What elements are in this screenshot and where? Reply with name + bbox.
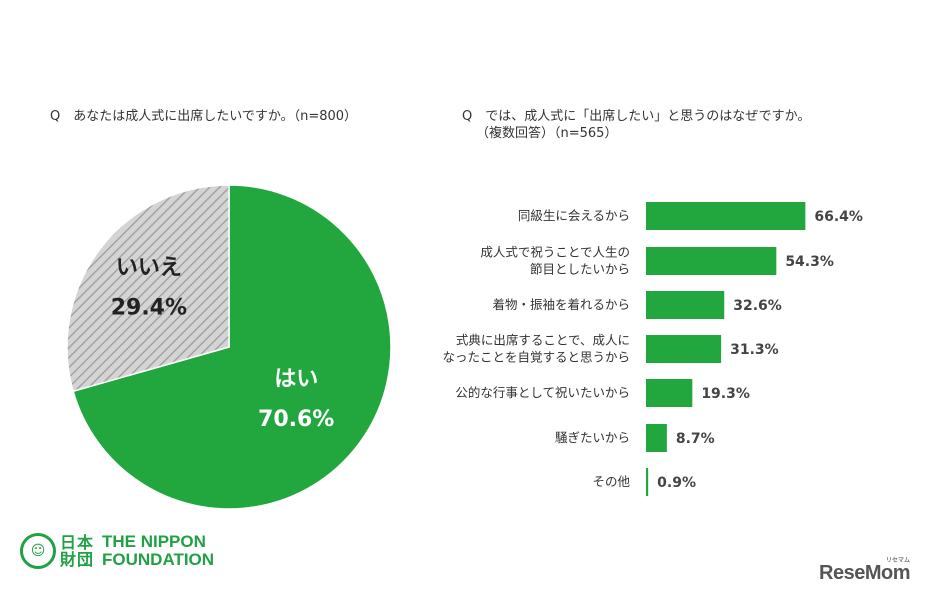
- pie-value-no: 29.4%: [111, 295, 187, 320]
- bar-category-label-1-0: 成人式で祝うことで人生の: [480, 245, 630, 260]
- foundation-english-1: THE NIPPON: [102, 533, 214, 551]
- foundation-mark-icon: ☺: [20, 533, 56, 569]
- pie-value-yes: 70.6%: [258, 407, 334, 432]
- resemom-kana: リセマム: [886, 555, 910, 564]
- bar-category-label-1-1: 節目としたいから: [530, 262, 630, 277]
- bar-value-label-1: 54.3%: [785, 254, 834, 270]
- bar-category-label-6: その他: [592, 474, 630, 489]
- bar-1: [646, 247, 776, 275]
- bar-value-label-2: 32.6%: [733, 298, 782, 314]
- bar-category-label-3-0: 式典に出席することで、成人に: [456, 333, 630, 348]
- bar-4: [646, 379, 692, 407]
- bar-category-label-5: 騒ぎたいから: [555, 430, 630, 445]
- bar-category-label-4: 公的な行事として祝いたいから: [455, 385, 630, 400]
- bar-value-label-6: 0.9%: [657, 475, 696, 491]
- foundation-english-2: FOUNDATION: [102, 551, 214, 569]
- bar-category-label-2: 着物・振袖を着れるから: [492, 297, 630, 312]
- bar-0: [646, 202, 805, 230]
- resemom-logo: ReseMom リセマム: [819, 562, 910, 585]
- pie-label-yes: はい: [274, 367, 318, 392]
- bar-value-label-4: 19.3%: [701, 386, 750, 402]
- resemom-text: ReseMom: [819, 562, 910, 584]
- bar-category-label-3-1: なったことを自覚すると思うから: [442, 350, 630, 365]
- pie-chart: はい 70.6% いいえ 29.4%: [67, 185, 391, 509]
- bar-value-label-0: 66.4%: [814, 209, 863, 225]
- bar-5: [646, 424, 667, 452]
- bar-3: [646, 335, 721, 363]
- bar-2: [646, 291, 724, 319]
- bar-category-label-0: 同級生に会えるから: [518, 208, 630, 223]
- foundation-kanji: 日本財団: [60, 534, 96, 568]
- bar-6: [646, 468, 648, 496]
- bar-value-label-3: 31.3%: [730, 342, 779, 358]
- foundation-english: THE NIPPON FOUNDATION: [102, 533, 214, 569]
- bar-value-label-5: 8.7%: [676, 431, 715, 447]
- pie-label-no: いいえ: [116, 255, 182, 280]
- nippon-foundation-logo: ☺ 日本財団 THE NIPPON FOUNDATION: [20, 533, 214, 569]
